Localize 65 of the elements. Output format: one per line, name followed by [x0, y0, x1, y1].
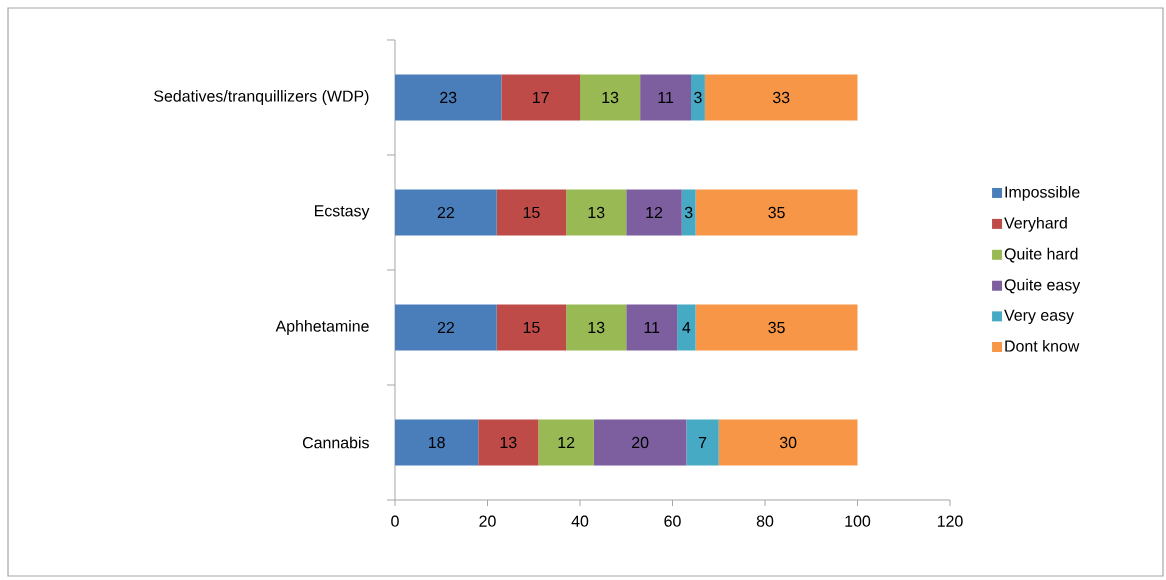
- bar: [691, 74, 705, 121]
- bar: [395, 74, 502, 121]
- bar: [501, 74, 581, 121]
- data-label: 3: [694, 91, 702, 104]
- data-label: 22: [437, 321, 454, 334]
- y-tick-label: Aphhetamine: [275, 320, 369, 335]
- bar: [640, 74, 692, 121]
- data-label: 13: [602, 91, 619, 104]
- bar: [496, 189, 567, 236]
- bar: [395, 419, 479, 466]
- bar: [695, 304, 858, 351]
- data-label: 12: [558, 436, 575, 449]
- y-tick-label: Cannabis: [302, 436, 369, 449]
- legend-label: Quite easy: [1004, 278, 1081, 294]
- data-label: 7: [698, 437, 707, 448]
- data-label: 35: [768, 206, 785, 219]
- bar: [478, 419, 539, 466]
- x-tick-label: 120: [937, 515, 963, 527]
- data-label: 4: [682, 322, 691, 333]
- legend-label: Dont know: [1005, 340, 1080, 352]
- data-label: 22: [437, 206, 454, 219]
- data-label: 35: [768, 321, 785, 334]
- bar: [718, 419, 858, 466]
- data-label: 23: [440, 91, 457, 104]
- data-label: 17: [533, 92, 549, 103]
- legend-label: Very easy: [1004, 309, 1074, 324]
- x-tick-label: 60: [664, 515, 681, 527]
- legend-label: Impossible: [1005, 185, 1080, 201]
- data-label: 13: [500, 436, 517, 449]
- data-label: 12: [646, 206, 663, 219]
- bar: [566, 189, 627, 236]
- x-tick-label: 80: [756, 515, 774, 527]
- x-tick-label: 20: [479, 515, 496, 527]
- data-label: 18: [428, 436, 445, 449]
- data-label: 20: [632, 436, 649, 449]
- y-tick-label: Ecstasy: [315, 205, 370, 220]
- data-label: 15: [523, 321, 540, 334]
- bar: [626, 189, 682, 236]
- legend-label: Veryhard: [1004, 216, 1067, 232]
- bar: [704, 74, 858, 121]
- data-label: 15: [523, 206, 540, 219]
- x-tick-label: 40: [571, 515, 589, 527]
- bar: [496, 304, 567, 351]
- x-tick-label: 0: [391, 515, 399, 527]
- bar: [580, 74, 641, 121]
- x-tick-label: 100: [845, 515, 871, 527]
- bar: [395, 304, 497, 351]
- bar: [538, 419, 594, 466]
- legend-label: Quite hard: [1004, 247, 1078, 263]
- data-label: 33: [772, 91, 790, 104]
- data-label: 30: [779, 436, 797, 449]
- data-label: 11: [658, 92, 674, 103]
- y-tick-label: Sedatives/tranquillizers (WDP): [154, 90, 369, 105]
- data-label: 13: [588, 321, 605, 334]
- bar: [695, 189, 858, 236]
- bar: [593, 419, 687, 466]
- bar: [626, 304, 678, 351]
- bar: [395, 189, 497, 236]
- bar: [681, 189, 696, 236]
- data-label: 3: [684, 206, 693, 219]
- bar: [686, 419, 719, 466]
- data-label: 11: [644, 322, 660, 333]
- bar: [677, 304, 696, 351]
- data-label: 13: [588, 206, 605, 219]
- bar: [566, 304, 627, 351]
